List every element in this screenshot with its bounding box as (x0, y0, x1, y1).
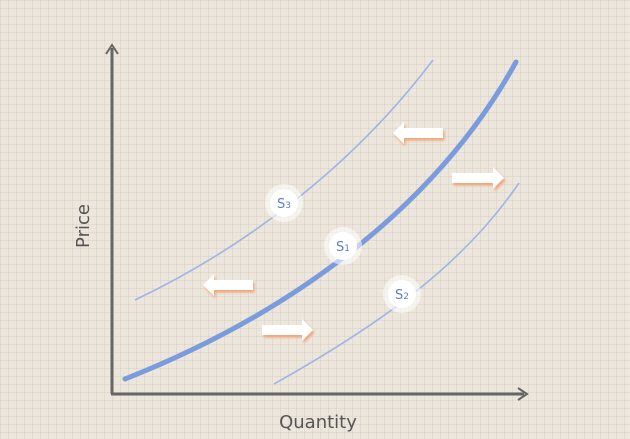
shift-arrow-lower-right (262, 319, 315, 344)
supply-curve-s1 (122, 59, 519, 382)
svg-text:S3: S3 (277, 197, 291, 212)
y-axis-label: Price (73, 204, 94, 248)
supply-curve-s3 (134, 59, 434, 301)
svg-text:S2: S2 (395, 288, 409, 303)
shift-arrow-lower-left (203, 274, 255, 299)
shift-arrow-upper-left (393, 122, 445, 147)
curve-label-s3: S3 (265, 184, 303, 222)
svg-text:S1: S1 (336, 240, 350, 255)
curve-label-s1: S1 (324, 227, 362, 265)
axes (105, 43, 529, 401)
x-axis-label: Quantity (279, 412, 357, 433)
y-axis-arrowhead (105, 43, 119, 55)
shift-arrow-upper-right (452, 167, 506, 192)
curve-label-s2: S2 (383, 275, 421, 313)
x-axis-arrowhead (517, 387, 529, 401)
